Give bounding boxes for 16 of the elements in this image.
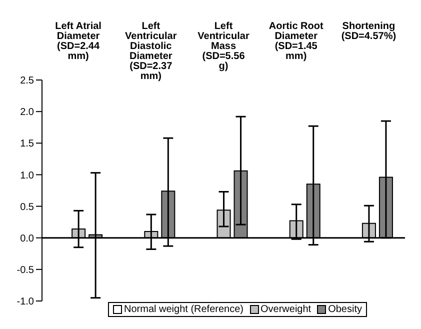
y-tick-label: -0.5 [16,264,34,276]
x-tick-label: Left Ventricular Mass (SD=5.56 g) [198,21,250,72]
y-tick-label: 2.0 [20,107,34,118]
legend-label: Overweight [260,304,312,315]
y-tick-label: 0.0 [20,233,34,244]
y-tick-label: 1.5 [20,138,34,150]
x-tick-label: Shortening (SD=4.57%) [341,21,396,42]
x-tick-label: Aortic Root Diameter (SD=1.45 mm) [268,21,324,62]
y-tick-label: -1.0 [16,296,34,308]
legend-label: Obesity [328,304,362,315]
x-tick-label: Left Ventricular Diastolic Diameter (SD=2.37 mm) [125,21,177,82]
y-tick-label: 0.5 [20,202,34,213]
y-tick-label: 1.0 [20,170,34,182]
x-tick-label: Left Atrial Diameter (SD=2.44 mm) [55,21,102,62]
legend-label: Normal weight (Reference) [124,304,244,315]
y-tick-label: 2.5 [20,76,34,87]
